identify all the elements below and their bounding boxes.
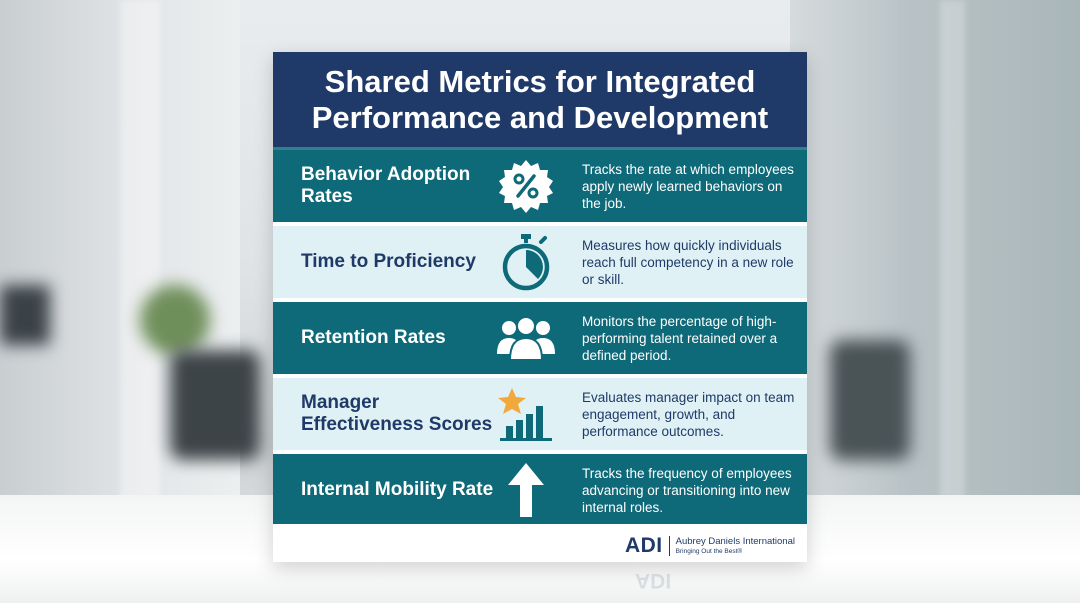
- poster-title-line1: Shared Metrics for Integrated: [324, 63, 756, 99]
- metric-row-time-to-proficiency: Time to Proficiency Measures how quickly…: [273, 226, 807, 298]
- star-bar-chart-icon: [495, 386, 557, 442]
- background-chair: [170, 350, 260, 460]
- poster-footer: ADI Aubrey Daniels International Bringin…: [273, 524, 807, 562]
- poster-title-line2: Performance and Development: [311, 99, 769, 135]
- metric-label: Internal Mobility Rate: [301, 479, 494, 500]
- metrics-poster: Shared Metrics for Integrated Performanc…: [273, 52, 807, 562]
- logo-divider: [668, 536, 670, 556]
- logo-reflection: ADI: [635, 569, 672, 592]
- metric-label: Time to Proficiency: [301, 251, 476, 272]
- metric-row-internal-mobility: Internal Mobility Rate Tracks the freque…: [273, 454, 807, 526]
- metric-label: Retention Rates: [301, 327, 446, 348]
- percent-badge-icon: [495, 158, 557, 214]
- background-chair: [830, 340, 910, 460]
- metric-description: Tracks the rate at which employees apply…: [582, 161, 794, 211]
- metric-row-manager-effectiveness: Manager Effectiveness Scores Evaluates m…: [273, 378, 807, 450]
- metric-description: Monitors the percentage of high-performi…: [582, 313, 778, 363]
- metric-description: Evaluates manager impact on team engagem…: [582, 389, 795, 439]
- arrow-up-icon: [495, 462, 557, 518]
- stopwatch-icon: [495, 234, 557, 291]
- company-logo: ADI Aubrey Daniels International Bringin…: [625, 534, 795, 558]
- metric-description: Measures how quickly individuals reach f…: [582, 237, 794, 287]
- metric-description: Tracks the frequency of employees advanc…: [582, 465, 792, 515]
- logo-tagline: Bringing Out the Best®: [675, 548, 743, 555]
- metric-row-behavior-adoption: Behavior Adoption Rates Tracks the rate …: [273, 150, 807, 222]
- background-pillar: [120, 0, 160, 500]
- metric-label: Manager Effectiveness Scores: [301, 392, 493, 435]
- logo-company-name: Aubrey Daniels International: [675, 536, 795, 547]
- background-monitor: [0, 285, 50, 345]
- background-pillar: [940, 0, 965, 500]
- header-divider: [273, 147, 807, 150]
- people-group-icon: [495, 310, 557, 366]
- poster-header: Shared Metrics for Integrated Performanc…: [273, 52, 807, 147]
- metric-row-retention: Retention Rates Monitors the percentage …: [273, 302, 807, 374]
- background-plant: [140, 285, 210, 355]
- logo-mark: ADI: [624, 534, 663, 557]
- metric-label: Behavior Adoption Rates: [301, 164, 471, 207]
